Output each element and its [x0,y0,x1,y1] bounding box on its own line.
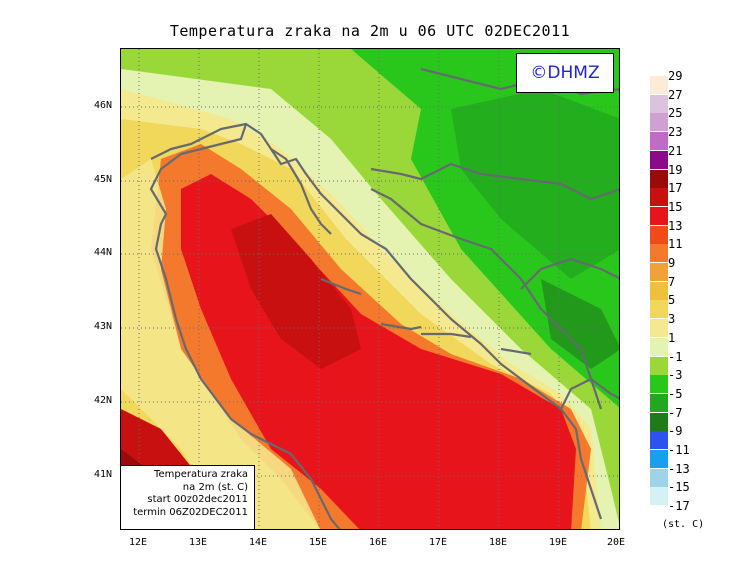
field-italy-land [121,159,321,529]
border-bosnia [370,188,603,410]
legend-level-label: 27 [668,87,683,102]
legend-swatch [650,76,668,94]
lat-label: 42N [93,395,112,406]
island-korcula [421,332,472,339]
legend-level-label: 23 [668,125,683,140]
legend-level-label: -7 [668,405,683,420]
lat-label: 46N [93,100,112,111]
field-band-minus5 [451,89,619,279]
legend-unit: (st. C) [662,519,705,530]
legend-level-label: -5 [668,386,683,401]
legend-level-label: -13 [668,461,690,476]
legend-level-label: 1 [668,330,676,345]
legend-swatch [650,150,668,169]
temperature-map [120,48,620,530]
legend-level-label: 29 [668,69,683,83]
lon-label: 13E [188,537,208,548]
legend-swatch [650,375,668,394]
legend-level-label: 11 [668,237,683,252]
border-montenegro [560,377,619,410]
info-line: start 00z02dec2011 [147,494,248,505]
lon-label: 12E [128,537,148,548]
legend-swatch [650,225,668,244]
lat-label: 41N [93,469,112,480]
legend-swatch [650,319,668,338]
legend-level-label: 5 [668,293,676,308]
coast-italy [149,122,341,529]
legend-swatch [650,244,668,263]
lon-label: 14E [248,537,268,548]
legend-level-label: 19 [668,162,683,177]
legend-level-label: 7 [668,274,676,289]
info-line: Temperatura zraka [154,469,248,480]
legend-swatch [650,356,668,375]
island-brac [320,277,362,296]
legend-level-label: 3 [668,312,676,327]
legend-level-label: -1 [668,349,683,364]
info-line: na 2m (st. C) [182,481,248,493]
legend-level-label: 13 [668,218,683,233]
legend-level-label: 9 [668,256,676,270]
legend-level-label: 21 [668,143,683,158]
legend-swatch [650,337,668,356]
lat-label: 44N [93,247,112,258]
dhmz-logo: ©DHMZ [516,53,614,93]
legend-swatch [650,113,668,132]
legend-swatch [650,487,668,506]
field-band-minus7 [541,279,619,369]
lon-label: 15E [308,537,328,548]
coast-istria [270,148,332,235]
legend-level-label: -9 [668,424,683,439]
chart-title: Temperatura zraka na 2m u 06 UTC 02DEC20… [169,22,571,40]
legend-swatch [650,281,668,300]
lon-label: 20E [606,537,626,548]
border-serbia [520,257,619,290]
lon-label: 17E [428,537,448,548]
lon-label: 18E [488,537,508,548]
legend-level-label: -15 [668,480,690,495]
legend-level-label: -3 [668,368,683,383]
legend-level-label: 15 [668,199,683,214]
lon-label: 16E [368,537,388,548]
legend-level-label: -17 [668,499,690,514]
temperature-field [121,49,619,529]
lat-label: 43N [93,321,112,332]
legend-level-label: 17 [668,181,683,196]
coastlines [149,67,619,529]
island-mljet [500,347,532,356]
legend-swatch [650,206,668,225]
legend-swatch [650,300,668,319]
legend-level-label: -11 [668,443,690,457]
legend-swatch [650,506,668,525]
legend-swatch [650,132,668,151]
legend-level-label: 25 [668,106,683,121]
legend-swatch [650,393,668,412]
info-box: Temperatura zraka na 2m (st. C) start 00… [120,465,255,530]
legend-swatch [650,431,668,450]
legend-swatch [650,188,668,207]
legend-swatch [650,468,668,487]
legend-swatch [650,412,668,431]
island-hvar [380,322,422,331]
graticule [121,49,619,529]
info-line: termin 06Z02DEC2011 [133,506,248,518]
border-sava [370,162,619,201]
legend-swatch [650,169,668,188]
field-band-17 [231,214,361,369]
lon-label: 19E [548,537,568,548]
legend-swatch [650,450,668,468]
lat-label: 45N [93,174,112,185]
legend-swatch [650,94,668,113]
legend-swatch [650,263,668,281]
